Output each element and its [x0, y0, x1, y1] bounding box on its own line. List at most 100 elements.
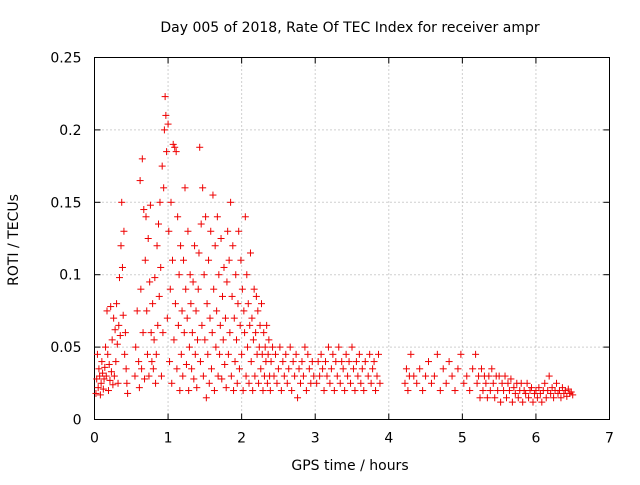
data-point — [122, 365, 130, 373]
data-point — [138, 155, 146, 163]
data-point — [180, 256, 188, 264]
data-point — [413, 379, 421, 387]
data-point — [342, 350, 350, 358]
data-point — [357, 379, 365, 387]
data-point — [256, 321, 264, 329]
data-point — [495, 372, 503, 380]
data-point — [224, 227, 232, 235]
data-point — [104, 387, 112, 395]
ticks-layer: 0 1 2 3 4 5 6 7 0 0.05 0.1 0.15 0.2 0.25 — [50, 51, 614, 447]
data-point — [307, 379, 315, 387]
data-point — [123, 379, 131, 387]
data-point — [517, 379, 525, 387]
data-point — [336, 379, 344, 387]
data-point — [196, 358, 204, 366]
data-point — [210, 387, 218, 395]
data-point — [255, 343, 263, 351]
data-point — [113, 340, 121, 348]
data-point — [170, 336, 178, 344]
data-point — [190, 375, 198, 383]
data-point — [121, 350, 129, 358]
data-point — [94, 384, 102, 392]
data-point — [273, 379, 281, 387]
data-point — [419, 387, 427, 395]
data-point — [351, 387, 359, 395]
data-point — [194, 285, 202, 293]
data-point — [319, 365, 327, 373]
data-point — [133, 307, 141, 315]
data-point — [497, 398, 505, 406]
data-point — [545, 372, 553, 380]
data-point — [283, 379, 291, 387]
data-point — [355, 350, 363, 358]
data-point — [339, 365, 347, 373]
data-point — [555, 387, 563, 395]
data-point — [206, 314, 214, 322]
data-point — [486, 387, 494, 395]
data-point — [135, 358, 143, 366]
data-point — [178, 307, 186, 315]
data-point — [254, 307, 262, 315]
data-point — [152, 350, 160, 358]
data-point — [504, 379, 512, 387]
data-point — [189, 278, 197, 286]
data-point — [542, 394, 550, 402]
data-point — [136, 177, 144, 185]
data-point — [258, 300, 266, 308]
data-point — [288, 387, 296, 395]
chart-title: Day 005 of 2018, Rate Of TEC Index for r… — [160, 20, 539, 36]
data-point — [360, 387, 368, 395]
data-point — [177, 242, 185, 250]
data-point — [184, 227, 192, 235]
data-point — [245, 379, 253, 387]
data-point — [121, 329, 129, 337]
data-point — [140, 206, 148, 214]
data-point — [161, 93, 169, 101]
data-point — [116, 274, 124, 282]
data-point — [182, 360, 190, 368]
data-point — [235, 227, 243, 235]
data-point — [148, 358, 156, 366]
data-point — [225, 256, 233, 264]
data-point — [422, 372, 430, 380]
data-point — [223, 278, 231, 286]
data-point — [105, 360, 113, 368]
data-point — [247, 358, 255, 366]
data-point — [433, 350, 441, 358]
data-point — [554, 389, 562, 397]
data-point — [308, 358, 316, 366]
data-point — [188, 329, 196, 337]
data-point — [173, 365, 181, 373]
data-point — [120, 227, 128, 235]
data-point — [477, 365, 485, 373]
data-point — [177, 350, 185, 358]
data-point — [259, 387, 267, 395]
data-point — [144, 235, 152, 242]
data-point — [564, 385, 572, 393]
data-point — [220, 263, 228, 271]
data-point — [211, 242, 219, 250]
data-point — [269, 343, 277, 351]
data-point — [533, 394, 541, 402]
data-point — [107, 368, 115, 376]
x-tick-label: 5 — [458, 431, 467, 447]
data-point — [479, 387, 487, 395]
data-point — [171, 143, 179, 151]
x-tick-label: 0 — [90, 431, 99, 447]
data-point — [485, 372, 493, 380]
data-point — [103, 307, 111, 315]
data-point — [335, 343, 343, 351]
data-point — [111, 326, 119, 334]
data-point — [124, 389, 132, 397]
data-point — [97, 379, 105, 387]
data-point — [96, 391, 104, 399]
data-point — [203, 300, 211, 308]
data-point — [185, 343, 193, 351]
data-point — [295, 365, 303, 373]
data-point — [529, 398, 537, 406]
data-point — [106, 376, 114, 384]
data-point — [561, 387, 569, 395]
data-point — [216, 350, 224, 358]
data-point — [261, 343, 269, 351]
grid-layer — [94, 57, 610, 420]
